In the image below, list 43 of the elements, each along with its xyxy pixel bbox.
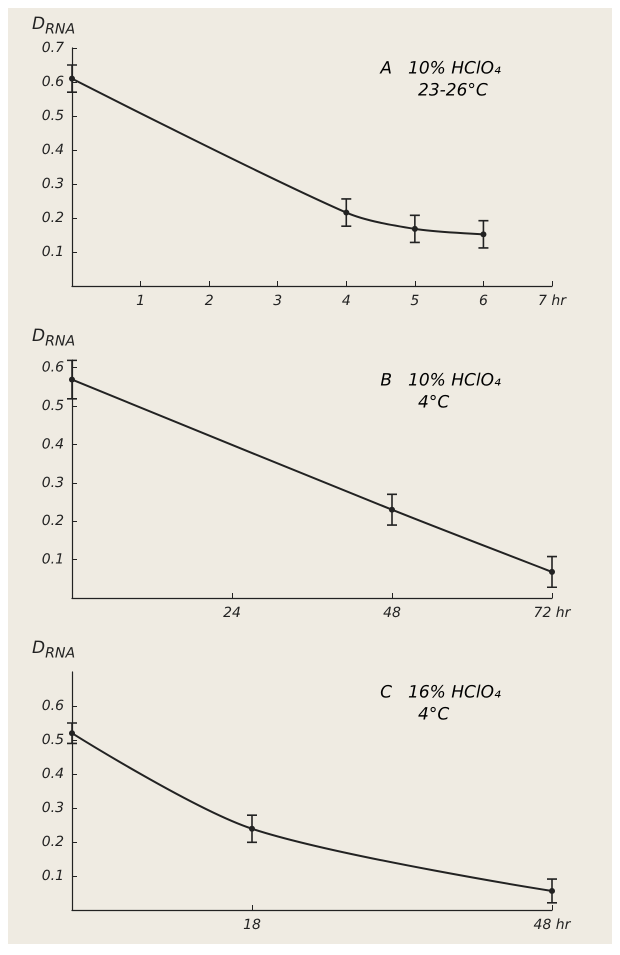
x-tick-label: 6 — [478, 293, 488, 309]
y-tick-label: 0.1 — [42, 552, 64, 568]
y-tick-label: 0.6 — [42, 360, 64, 376]
y-tick-label: 0.2 — [42, 210, 64, 226]
annotation: 16% HClO₄ — [408, 682, 501, 702]
y-tick-label: 0.1 — [42, 868, 64, 884]
x-tick-label: 18 — [243, 917, 261, 933]
x-tick-label: 72 hr — [534, 605, 572, 621]
y-axis-title: D$_{RNA}$ — [32, 326, 76, 350]
annotation: 23-26°C — [418, 80, 488, 100]
y-tick-label: 0.3 — [42, 474, 64, 491]
x-tick-label: 48 — [383, 605, 401, 621]
y-tick-label: 0.3 — [42, 176, 64, 192]
x-tick-label: 4 — [342, 293, 351, 309]
y-tick-label: 0.4 — [42, 766, 64, 782]
x-tick-label: 5 — [410, 293, 420, 309]
y-tick-label: 0.6 — [42, 698, 64, 714]
y-tick-label: 0.1 — [42, 244, 64, 260]
y-tick-label: 0.6 — [42, 74, 64, 90]
annotation: 10% HClO₄ — [408, 58, 501, 78]
x-tick-label: 1 — [136, 293, 146, 309]
y-tick-label: 0.4 — [42, 142, 64, 158]
y-tick-label: 0.3 — [42, 800, 64, 816]
x-tick-label: 7 hr — [538, 293, 568, 309]
x-tick-label: 3 — [273, 293, 282, 309]
annotation: 4°C — [418, 392, 450, 412]
y-tick-label: 0.7 — [42, 40, 64, 56]
y-axis-title: D$_{RNA}$ — [32, 638, 76, 662]
x-tick-label: 2 — [204, 293, 214, 309]
annotation: B — [380, 370, 392, 390]
annotation: A — [379, 58, 392, 78]
annotation: 10% HClO₄ — [408, 370, 501, 390]
annotation: C — [380, 682, 392, 702]
y-tick-label: 0.2 — [42, 834, 64, 850]
x-tick-label: 48 hr — [534, 917, 572, 933]
x-tick-label: 24 — [223, 605, 241, 621]
y-axis-title: D$_{RNA}$ — [32, 14, 76, 38]
y-tick-label: 0.2 — [42, 513, 64, 530]
y-tick-label: 0.4 — [42, 436, 64, 452]
y-tick-label: 0.5 — [42, 398, 64, 414]
annotation: 4°C — [418, 704, 450, 724]
y-tick-label: 0.5 — [42, 108, 64, 124]
y-tick-label: 0.5 — [42, 732, 64, 748]
